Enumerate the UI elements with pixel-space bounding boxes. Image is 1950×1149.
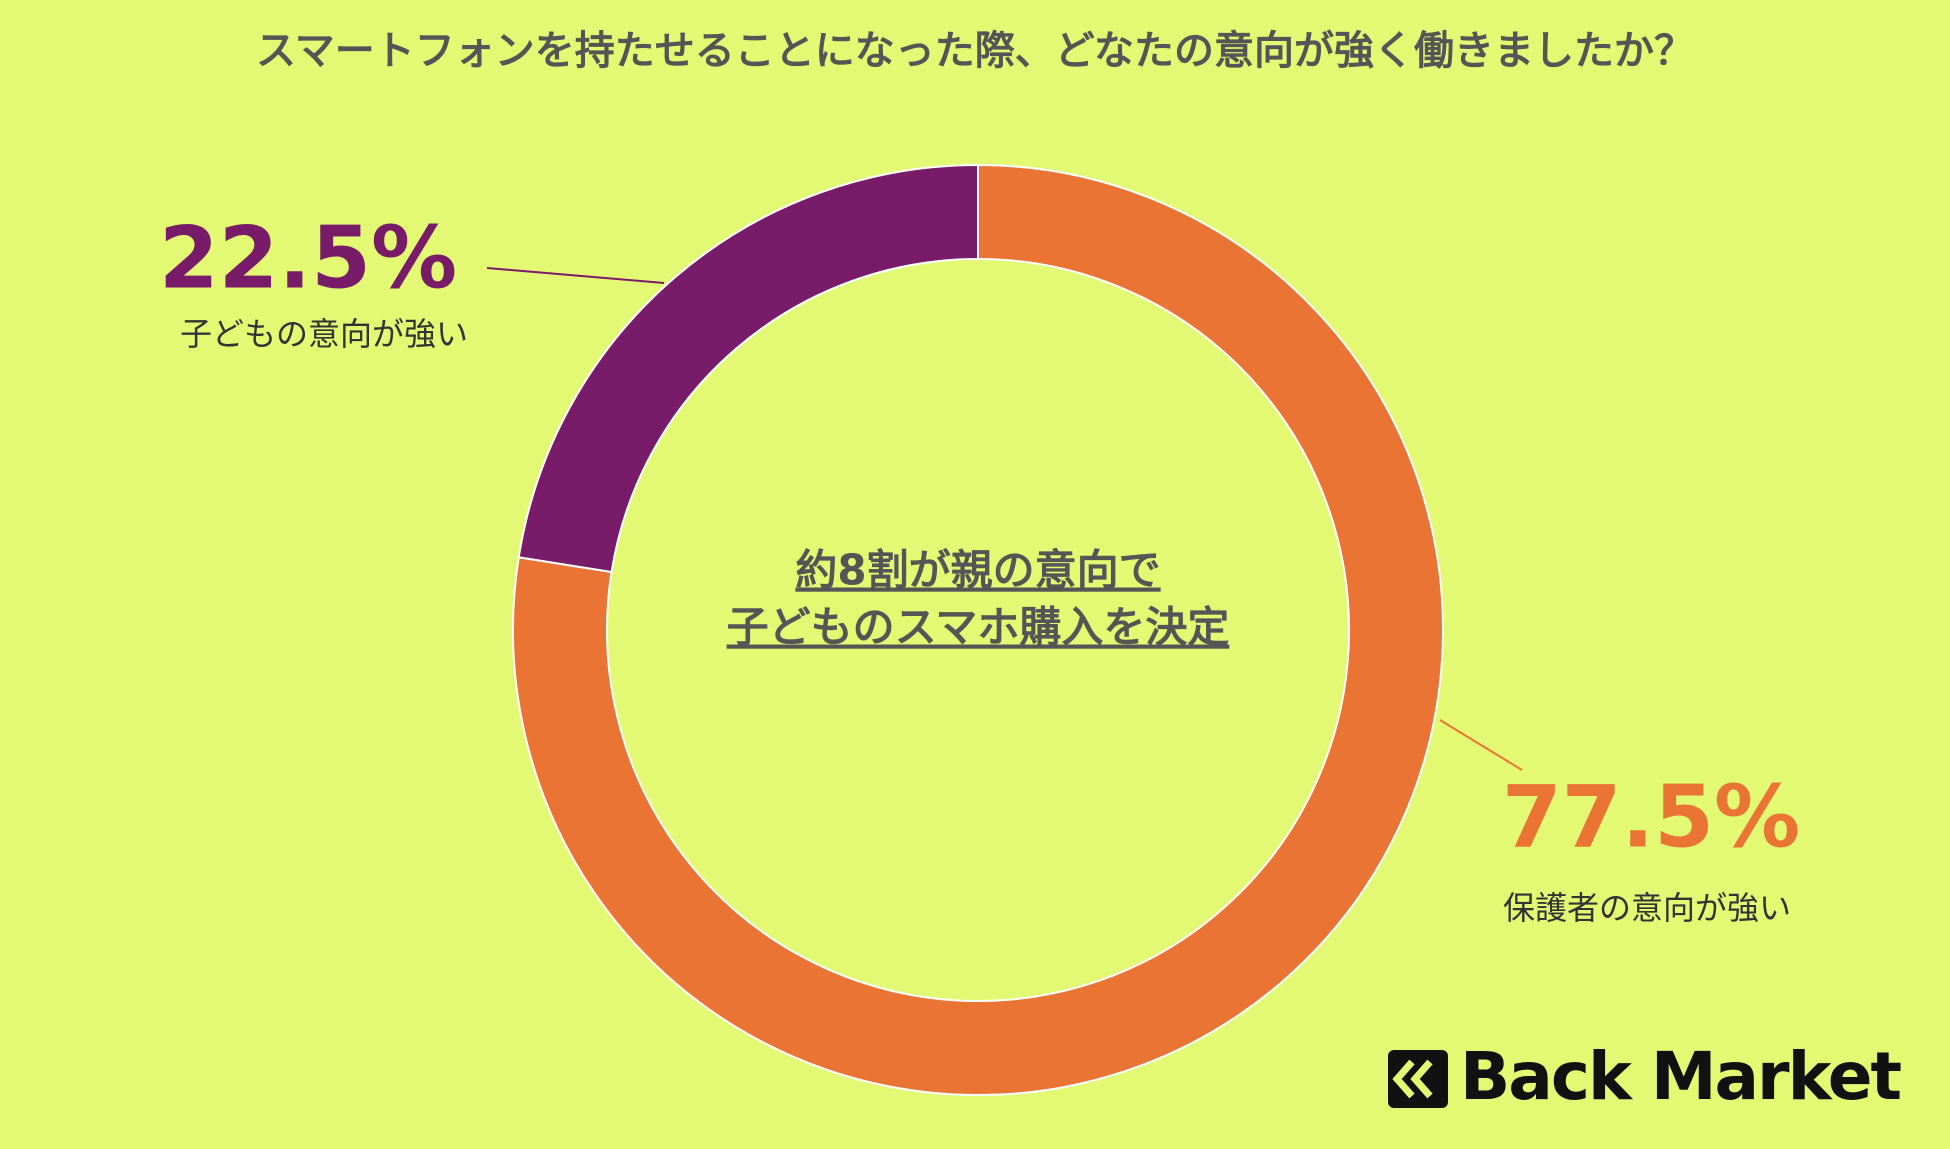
center-annotation: 子どものスマホ購入を決定 bbox=[727, 603, 1230, 652]
chart-title: スマートフォンを持たせることになった際、どなたの意向が強く働きましたか？ bbox=[256, 28, 1694, 74]
donut-segment bbox=[512, 163, 1444, 1096]
leader-line bbox=[1439, 719, 1523, 771]
category-label: 子どもの意向が強い bbox=[180, 315, 468, 353]
value-label: 77.5% bbox=[1502, 767, 1800, 867]
logo: Back Market bbox=[1388, 1038, 1903, 1115]
category-label: 保護者の意向が強い bbox=[1503, 889, 1791, 927]
donut-segment bbox=[517, 163, 979, 574]
logo-icon-chevrons bbox=[1392, 1059, 1433, 1099]
center-annotation: 約8割が親の意向で bbox=[795, 546, 1160, 595]
value-label: 22.5% bbox=[159, 208, 457, 308]
logo-text: Back Market bbox=[1460, 1038, 1901, 1115]
leader-line bbox=[486, 267, 665, 284]
